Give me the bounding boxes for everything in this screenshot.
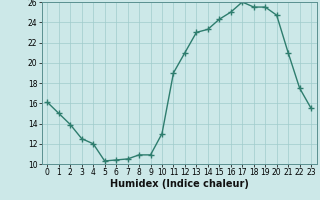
X-axis label: Humidex (Indice chaleur): Humidex (Indice chaleur) xyxy=(110,179,249,189)
